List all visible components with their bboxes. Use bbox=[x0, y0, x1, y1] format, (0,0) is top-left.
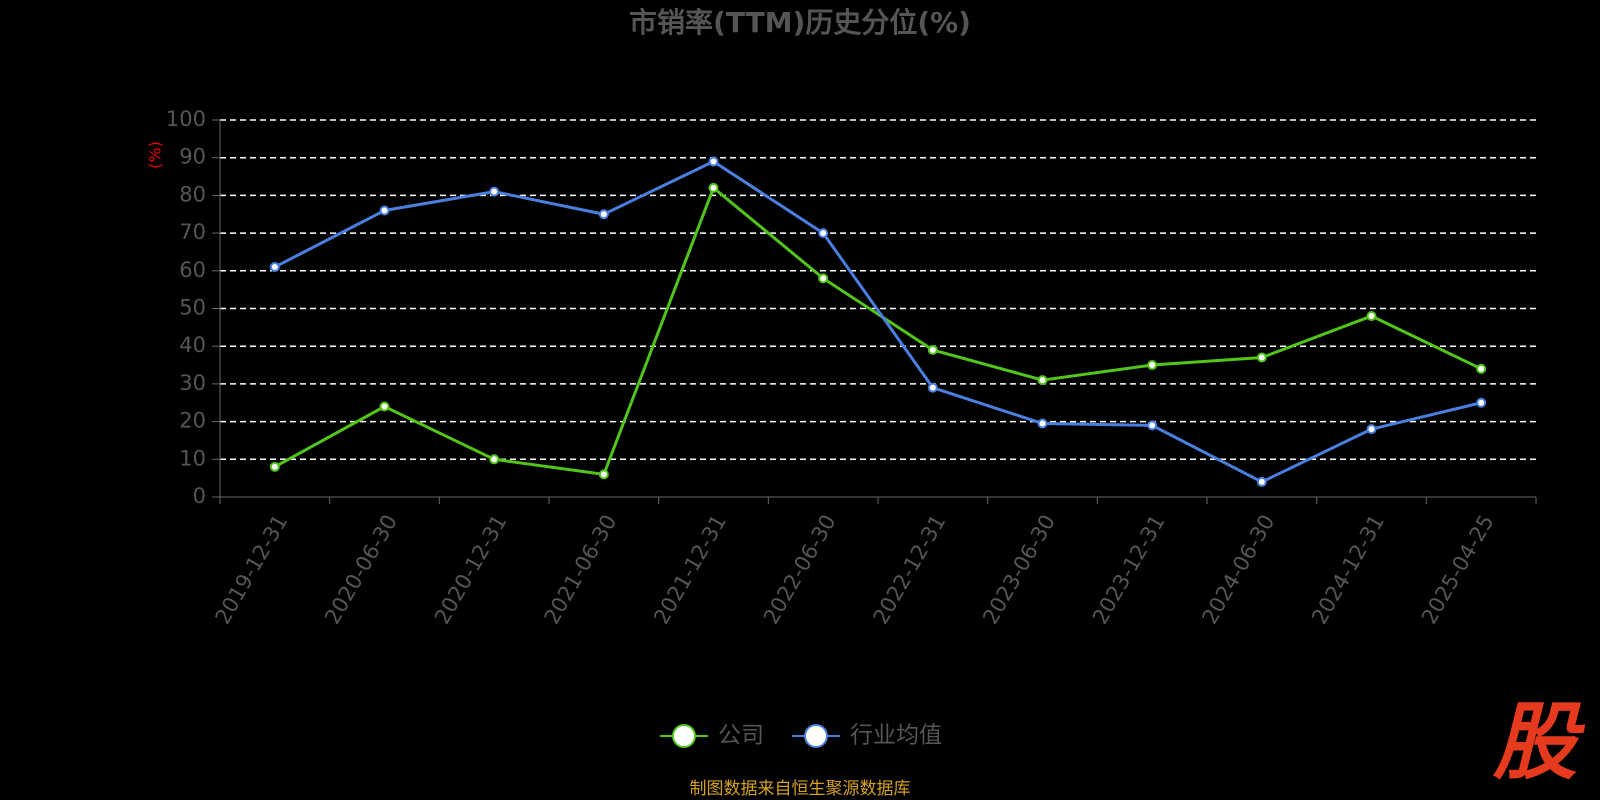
data-point bbox=[1366, 424, 1377, 435]
legend-label[interactable]: 公司 bbox=[718, 723, 764, 749]
data-point bbox=[1476, 363, 1487, 374]
data-point bbox=[489, 186, 500, 197]
y-tick-label: 70 bbox=[179, 220, 206, 244]
data-point bbox=[598, 209, 609, 220]
data-point bbox=[1147, 420, 1158, 431]
y-tick-label: 50 bbox=[179, 296, 206, 320]
data-point bbox=[818, 228, 829, 239]
data-point bbox=[927, 382, 938, 393]
data-point bbox=[1147, 360, 1158, 371]
legend-marker[interactable] bbox=[672, 724, 696, 748]
y-tick-label: 10 bbox=[179, 446, 206, 470]
data-point bbox=[379, 205, 390, 216]
y-tick-label: 80 bbox=[179, 182, 206, 206]
data-point bbox=[1037, 375, 1048, 386]
footer: 制图数据来自恒生聚源数据库 bbox=[690, 779, 911, 799]
y-tick-label: 0 bbox=[193, 484, 206, 508]
y-tick-label: 100 bbox=[166, 107, 206, 131]
data-point bbox=[1256, 352, 1267, 363]
series-line bbox=[274, 159, 1482, 484]
data-point bbox=[708, 182, 719, 193]
data-point bbox=[818, 273, 829, 284]
chart-title: 市销率(TTM)历史分位(%) bbox=[629, 6, 971, 39]
y-tick-label: 60 bbox=[179, 258, 206, 282]
data-point bbox=[1256, 476, 1267, 487]
data-point bbox=[708, 156, 719, 167]
y-axis-label: (%) bbox=[146, 141, 165, 169]
data-point bbox=[927, 344, 938, 355]
legend-marker[interactable] bbox=[804, 724, 828, 748]
data-point bbox=[269, 461, 280, 472]
watermark: 股 bbox=[1492, 693, 1586, 791]
data-point bbox=[598, 469, 609, 480]
legend-label[interactable]: 行业均值 bbox=[850, 723, 942, 749]
data-point bbox=[269, 262, 280, 273]
series-line bbox=[274, 185, 1482, 477]
y-tick-label: 40 bbox=[179, 333, 206, 357]
data-point bbox=[1476, 397, 1487, 408]
y-tick-label: 90 bbox=[179, 145, 206, 169]
data-point bbox=[1366, 311, 1377, 322]
y-tick-label: 30 bbox=[179, 371, 206, 395]
data-point bbox=[1037, 418, 1048, 429]
data-point bbox=[489, 454, 500, 465]
y-tick-label: 20 bbox=[179, 409, 206, 433]
data-point bbox=[379, 401, 390, 412]
